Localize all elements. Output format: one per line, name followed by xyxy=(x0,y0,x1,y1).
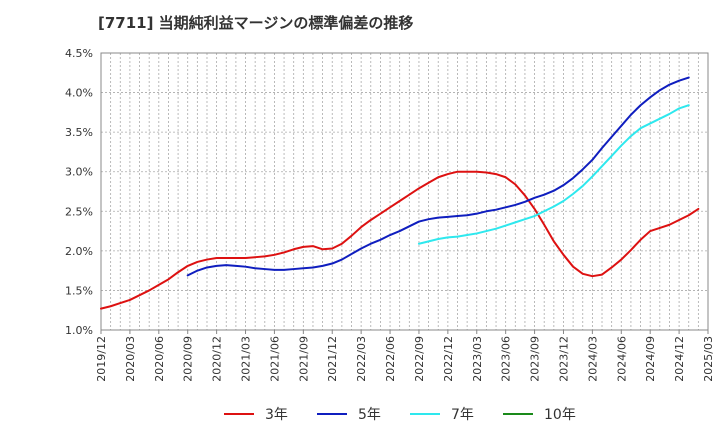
grid-layer xyxy=(101,53,708,330)
x-tick-label: 2024/12 xyxy=(673,336,686,382)
legend-label-10年: 10年 xyxy=(544,407,576,423)
y-tick-label: 3.5% xyxy=(65,126,93,139)
x-tick-label: 2022/09 xyxy=(413,336,426,382)
axis-layer: 1.0% 1.5% 2.0% 2.5% 3.0% 3.5% 4.0% 4.5% 2019/12 2… xyxy=(65,47,715,382)
series-line-7年 xyxy=(417,104,690,245)
y-tick-label: 3.0% xyxy=(65,166,93,179)
x-tick-label: 2025/03 xyxy=(702,336,715,382)
y-tick-label: 4.0% xyxy=(65,87,93,100)
y-tick-label: 2.0% xyxy=(65,245,93,258)
x-tick-label: 2021/03 xyxy=(240,336,253,382)
x-tick-label: 2023/12 xyxy=(557,336,570,382)
legend-label-7年: 7年 xyxy=(451,407,474,423)
x-tick-label: 2023/09 xyxy=(529,336,542,382)
x-tick-label: 2022/03 xyxy=(355,336,368,382)
x-tick-label: 2022/12 xyxy=(442,336,455,382)
x-tick-label: 2021/12 xyxy=(326,336,339,382)
x-tick-label: 2020/12 xyxy=(211,336,224,382)
x-tick-label: 2020/09 xyxy=(182,336,195,382)
series-line-3年 xyxy=(100,170,700,310)
x-tick-label: 2020/03 xyxy=(124,336,137,382)
y-tick-label: 4.5% xyxy=(65,47,93,60)
x-tick-label: 2023/03 xyxy=(471,336,484,382)
legend-label-5年: 5年 xyxy=(358,407,381,423)
y-tick-label: 1.0% xyxy=(65,324,93,337)
series-layer xyxy=(100,76,700,310)
y-tick-label: 2.5% xyxy=(65,205,93,218)
series-line-5年 xyxy=(186,76,690,277)
x-tick-label: 2021/06 xyxy=(268,336,281,382)
legend-layer: 3年 5年 7年 10年 xyxy=(224,407,576,423)
x-tick-label: 2024/09 xyxy=(644,336,657,382)
x-tick-label: 2023/06 xyxy=(500,336,513,382)
x-tick-label: 2021/09 xyxy=(297,336,310,382)
x-tick-label: 2024/03 xyxy=(586,336,599,382)
legend-label-3年: 3年 xyxy=(265,407,288,423)
y-tick-label: 1.5% xyxy=(65,284,93,297)
x-tick-label: 2024/06 xyxy=(615,336,628,382)
plot-frame xyxy=(100,52,709,331)
chart-title: [7711] 当期純利益マージンの標準偏差の推移 xyxy=(98,14,414,32)
x-tick-label: 2022/06 xyxy=(384,336,397,382)
x-tick-label: 2020/06 xyxy=(153,336,166,382)
x-tick-label: 2019/12 xyxy=(95,336,108,382)
